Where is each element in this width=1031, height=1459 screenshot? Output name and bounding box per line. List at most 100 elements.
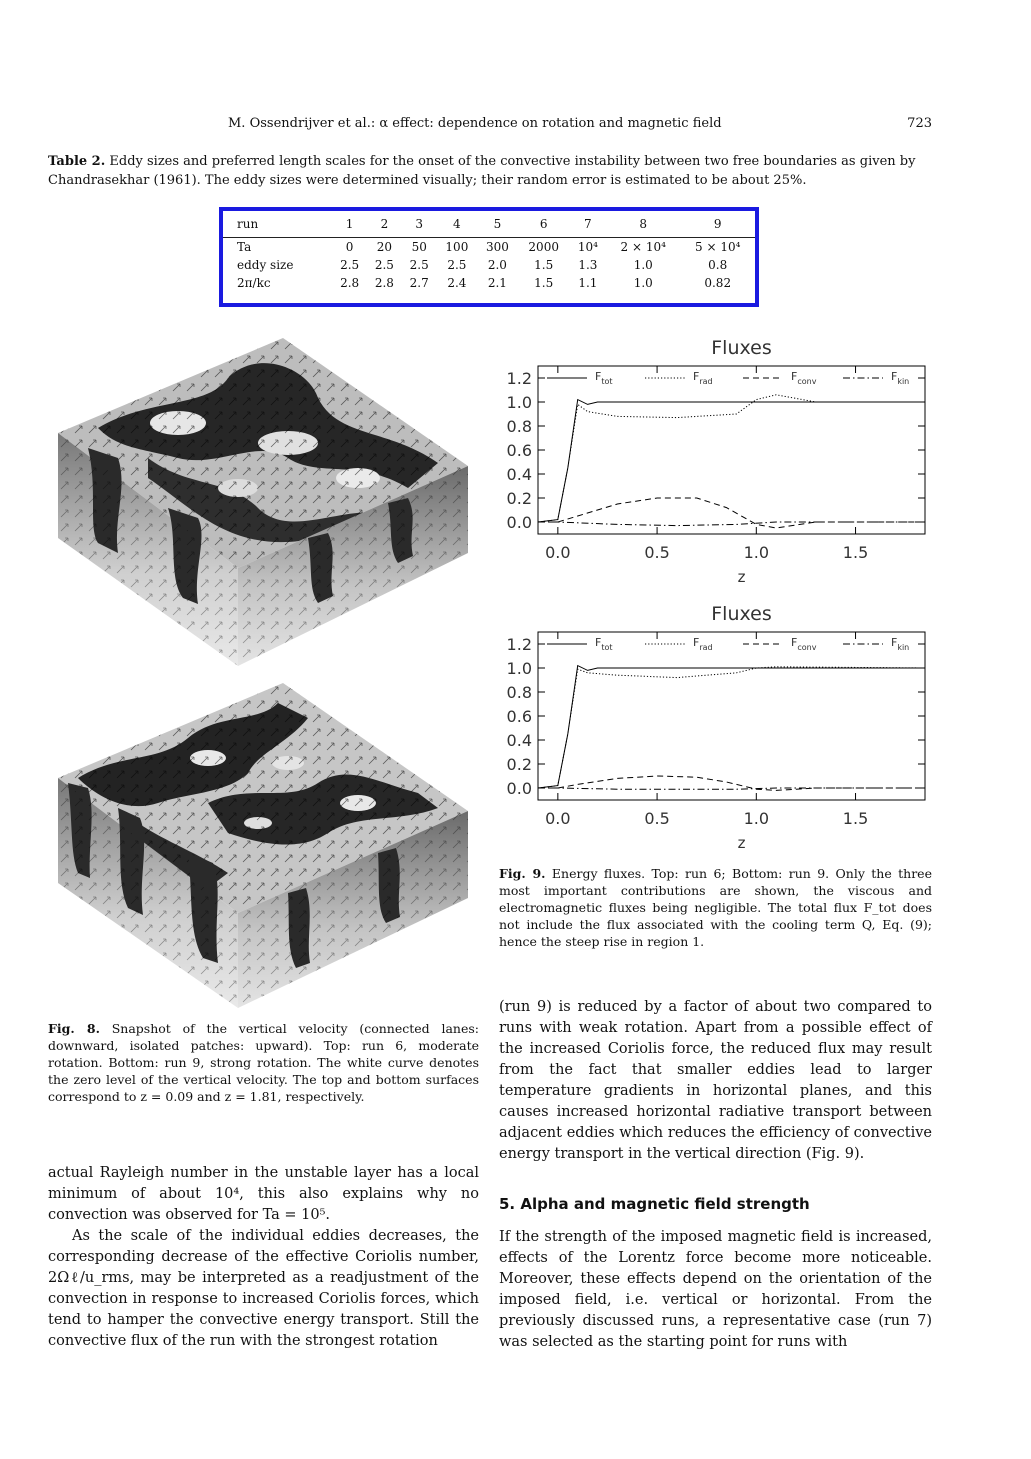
table-cell: run <box>223 211 333 238</box>
y-tick-label: 0.8 <box>507 417 532 436</box>
table-cell: 5 <box>477 211 518 238</box>
fig9-top-chart: Fluxes 0.0 0.2 0.4 0.6 0.8 1.0 1.2 0.0 0.5 1.0 1.5 z… <box>507 337 926 586</box>
table-cell: 2.1 <box>487 276 507 290</box>
legend-label: Fconv <box>791 370 817 386</box>
table-cell: 1.5 <box>534 276 554 290</box>
x-tick-label: 0.5 <box>644 809 669 828</box>
table-cell: 0 <box>345 240 354 254</box>
table-caption-text: Eddy sizes and preferred length scales f… <box>48 154 916 188</box>
table-cell: Ta <box>237 240 252 254</box>
table-cell: 2.5 <box>409 258 429 272</box>
fig9-caption: Fig. 9. Energy fluxes. Top: run 6; Botto… <box>499 865 932 950</box>
legend-label: Fconv <box>791 636 817 652</box>
table-label: Table 2. <box>48 154 106 169</box>
series-line-f-rad <box>537 394 925 523</box>
fig9-bottom-chart: Fluxes 0.0 0.2 0.4 0.6 0.8 1.0 1.2 0.0 0.5 1.0 1.5 z… <box>507 603 926 852</box>
table-cell: 2 × 10⁴ <box>620 240 666 254</box>
right-column-paragraph-1: (run 9) is reduced by a factor of about … <box>499 999 932 1162</box>
y-tick-label: 0.0 <box>507 779 532 798</box>
table-cell: 300 <box>485 240 509 254</box>
page-number: 723 <box>907 116 932 131</box>
table-cell: 1 <box>332 211 368 238</box>
table-cell: 6 <box>517 211 570 238</box>
table-cell: 5 × 10⁴ <box>695 240 741 254</box>
y-tick-label: 0.2 <box>507 489 532 508</box>
table-cell: 0.8 <box>708 258 728 272</box>
legend-label: Fkin <box>891 636 909 652</box>
series-line-f-conv <box>538 775 925 791</box>
x-tick-label: 0.0 <box>545 809 570 828</box>
table-row: run 1 2 3 4 5 6 7 8 9 <box>223 211 755 238</box>
table-cell: 10⁴ <box>577 240 598 254</box>
table-cell: 2 <box>367 211 402 238</box>
table-cell: 1.0 <box>633 258 653 272</box>
table-cell: 2.4 <box>447 276 467 290</box>
table-cell: 0.82 <box>704 276 732 290</box>
table-cell: 1.5 <box>534 258 554 272</box>
table-cell: 2.8 <box>374 276 394 290</box>
y-tick-label: 0.2 <box>507 755 532 774</box>
x-axis-label: z <box>738 568 746 586</box>
legend-label: Fkin <box>891 370 909 386</box>
table-row: 2π/kc 2.8 2.8 2.7 2.4 2.1 1.5 1.1 1.0 0.82 <box>223 274 755 292</box>
series-line-f-kin <box>538 521 925 527</box>
legend-label: Ftot <box>595 636 613 652</box>
table-cell: 7 <box>569 211 607 238</box>
x-tick-label: 0.5 <box>644 543 669 562</box>
table-cell: 9 <box>680 211 755 238</box>
y-tick-label: 0.4 <box>507 731 532 750</box>
y-tick-label: 1.0 <box>507 659 532 678</box>
plot-frame <box>537 365 926 535</box>
fig8-bottom-image <box>58 683 468 1008</box>
y-tick-label: 1.0 <box>507 393 532 412</box>
table-row: eddy size 2.5 2.5 2.5 2.5 2.0 1.5 1.3 1.0 0.8 <box>223 256 755 274</box>
y-tick-label: 1.2 <box>507 369 532 388</box>
table-cell: eddy size <box>237 258 294 272</box>
y-tick-label: 0.6 <box>507 707 532 726</box>
table-2: run 1 2 3 4 5 6 7 8 9 Ta 0 20 50 100 300 2000 10⁴ 2 × 10⁴ 5… <box>219 207 759 307</box>
x-tick-label: 1.0 <box>744 809 769 828</box>
header-title: M. Ossendrijver et al.: α effect: depend… <box>228 116 722 131</box>
x-tick-label: 1.0 <box>744 543 769 562</box>
table-cell: 1.0 <box>633 276 653 290</box>
table-cell: 2.7 <box>409 276 429 290</box>
y-tick-label: 0.4 <box>507 465 532 484</box>
table-cell: 20 <box>376 240 393 254</box>
series-line-f-tot <box>537 398 925 523</box>
legend-label: Frad <box>693 636 713 652</box>
table-cell: 50 <box>411 240 427 254</box>
series-line-f-conv <box>538 497 925 529</box>
fig8-caption: Fig. 8. Snapshot of the vertical velocit… <box>48 1020 479 1105</box>
table-grid: run 1 2 3 4 5 6 7 8 9 Ta 0 20 50 100 300 2000 10⁴ 2 × 10⁴ 5… <box>223 211 755 292</box>
table-cell: 2.5 <box>447 258 467 272</box>
fig8-label: Fig. 8. <box>48 1021 100 1036</box>
right-column-paragraph-2: If the strength of the imposed magnetic … <box>499 1229 932 1350</box>
table-cell: 2.0 <box>487 258 507 272</box>
legend-label: Frad <box>693 370 713 386</box>
chart-title: Fluxes <box>711 603 772 625</box>
series-line-f-tot <box>537 664 925 789</box>
series-line-f-kin <box>538 787 925 790</box>
fig8-top-image <box>58 338 468 666</box>
left-column-paragraph-2: As the scale of the individual eddies de… <box>48 1228 479 1349</box>
table-cell: 1.3 <box>578 258 598 272</box>
y-tick-label: 1.2 <box>507 635 532 654</box>
fig9-caption-text: Energy fluxes. Top: run 6; Bottom: run 9… <box>499 866 932 949</box>
table-caption: Table 2. Eddy sizes and preferred length… <box>48 152 932 190</box>
left-column-paragraph-1: actual Rayleigh number in the unstable l… <box>48 1165 479 1223</box>
y-tick-label: 0.6 <box>507 441 532 460</box>
table-cell: 2.5 <box>340 258 360 272</box>
table-row: Ta 0 20 50 100 300 2000 10⁴ 2 × 10⁴ 5 × 10⁴ <box>223 238 755 257</box>
section-heading: 5. Alpha and magnetic field strength <box>499 1195 810 1213</box>
series-line-f-rad <box>537 666 926 789</box>
fig8-caption-text: Snapshot of the vertical velocity (conne… <box>48 1021 479 1104</box>
table-cell: 3 <box>401 211 437 238</box>
table-cell: 2000 <box>528 240 559 254</box>
legend-label: Ftot <box>595 370 613 386</box>
table-cell: 100 <box>445 240 469 254</box>
table-cell: 2π/kc <box>237 276 271 290</box>
table-cell: 8 <box>606 211 681 238</box>
x-axis-label: z <box>738 834 746 852</box>
x-tick-label: 1.5 <box>843 543 868 562</box>
y-tick-label: 0.0 <box>507 513 532 532</box>
